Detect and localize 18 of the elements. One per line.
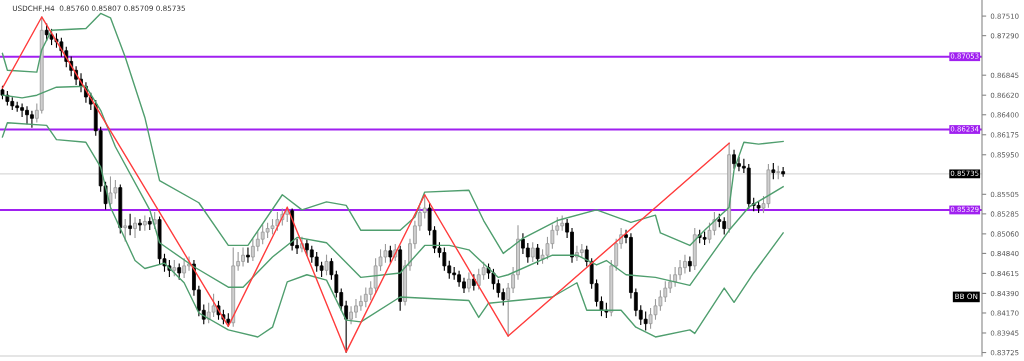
candlestick [687, 256, 692, 272]
candlestick [211, 293, 216, 318]
candlestick [614, 238, 619, 271]
candlestick [535, 243, 540, 265]
candlestick [781, 166, 786, 177]
candlestick [133, 217, 137, 238]
candlestick [138, 219, 142, 231]
candlestick [530, 242, 535, 262]
candlestick [182, 258, 187, 278]
line-series [1, 16, 730, 353]
candlestick [246, 247, 250, 263]
candlestick [467, 272, 471, 293]
line-series [1, 85, 784, 288]
candlestick [324, 254, 329, 276]
candlestick [525, 243, 530, 263]
candlestick [128, 213, 133, 236]
line-series [1, 122, 784, 338]
line-series [1, 12, 784, 255]
